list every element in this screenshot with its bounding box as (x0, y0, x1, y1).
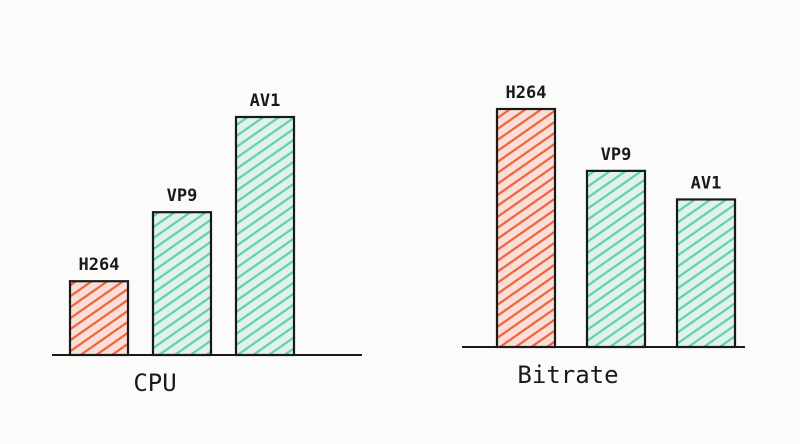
bar-label: AV1 (691, 173, 722, 193)
bar (68, 280, 130, 357)
bar (234, 115, 296, 357)
x-axis-label: CPU (133, 369, 176, 397)
bar-label: H264 (506, 83, 547, 103)
bar-label: VP9 (167, 186, 198, 206)
bar (675, 198, 737, 349)
bar-label: VP9 (601, 145, 632, 165)
bar-label: H264 (79, 255, 120, 275)
bar-label: AV1 (250, 91, 281, 111)
x-axis-label: Bitrate (517, 361, 618, 389)
bar (585, 169, 647, 349)
bar (151, 211, 213, 357)
bar (495, 107, 557, 349)
